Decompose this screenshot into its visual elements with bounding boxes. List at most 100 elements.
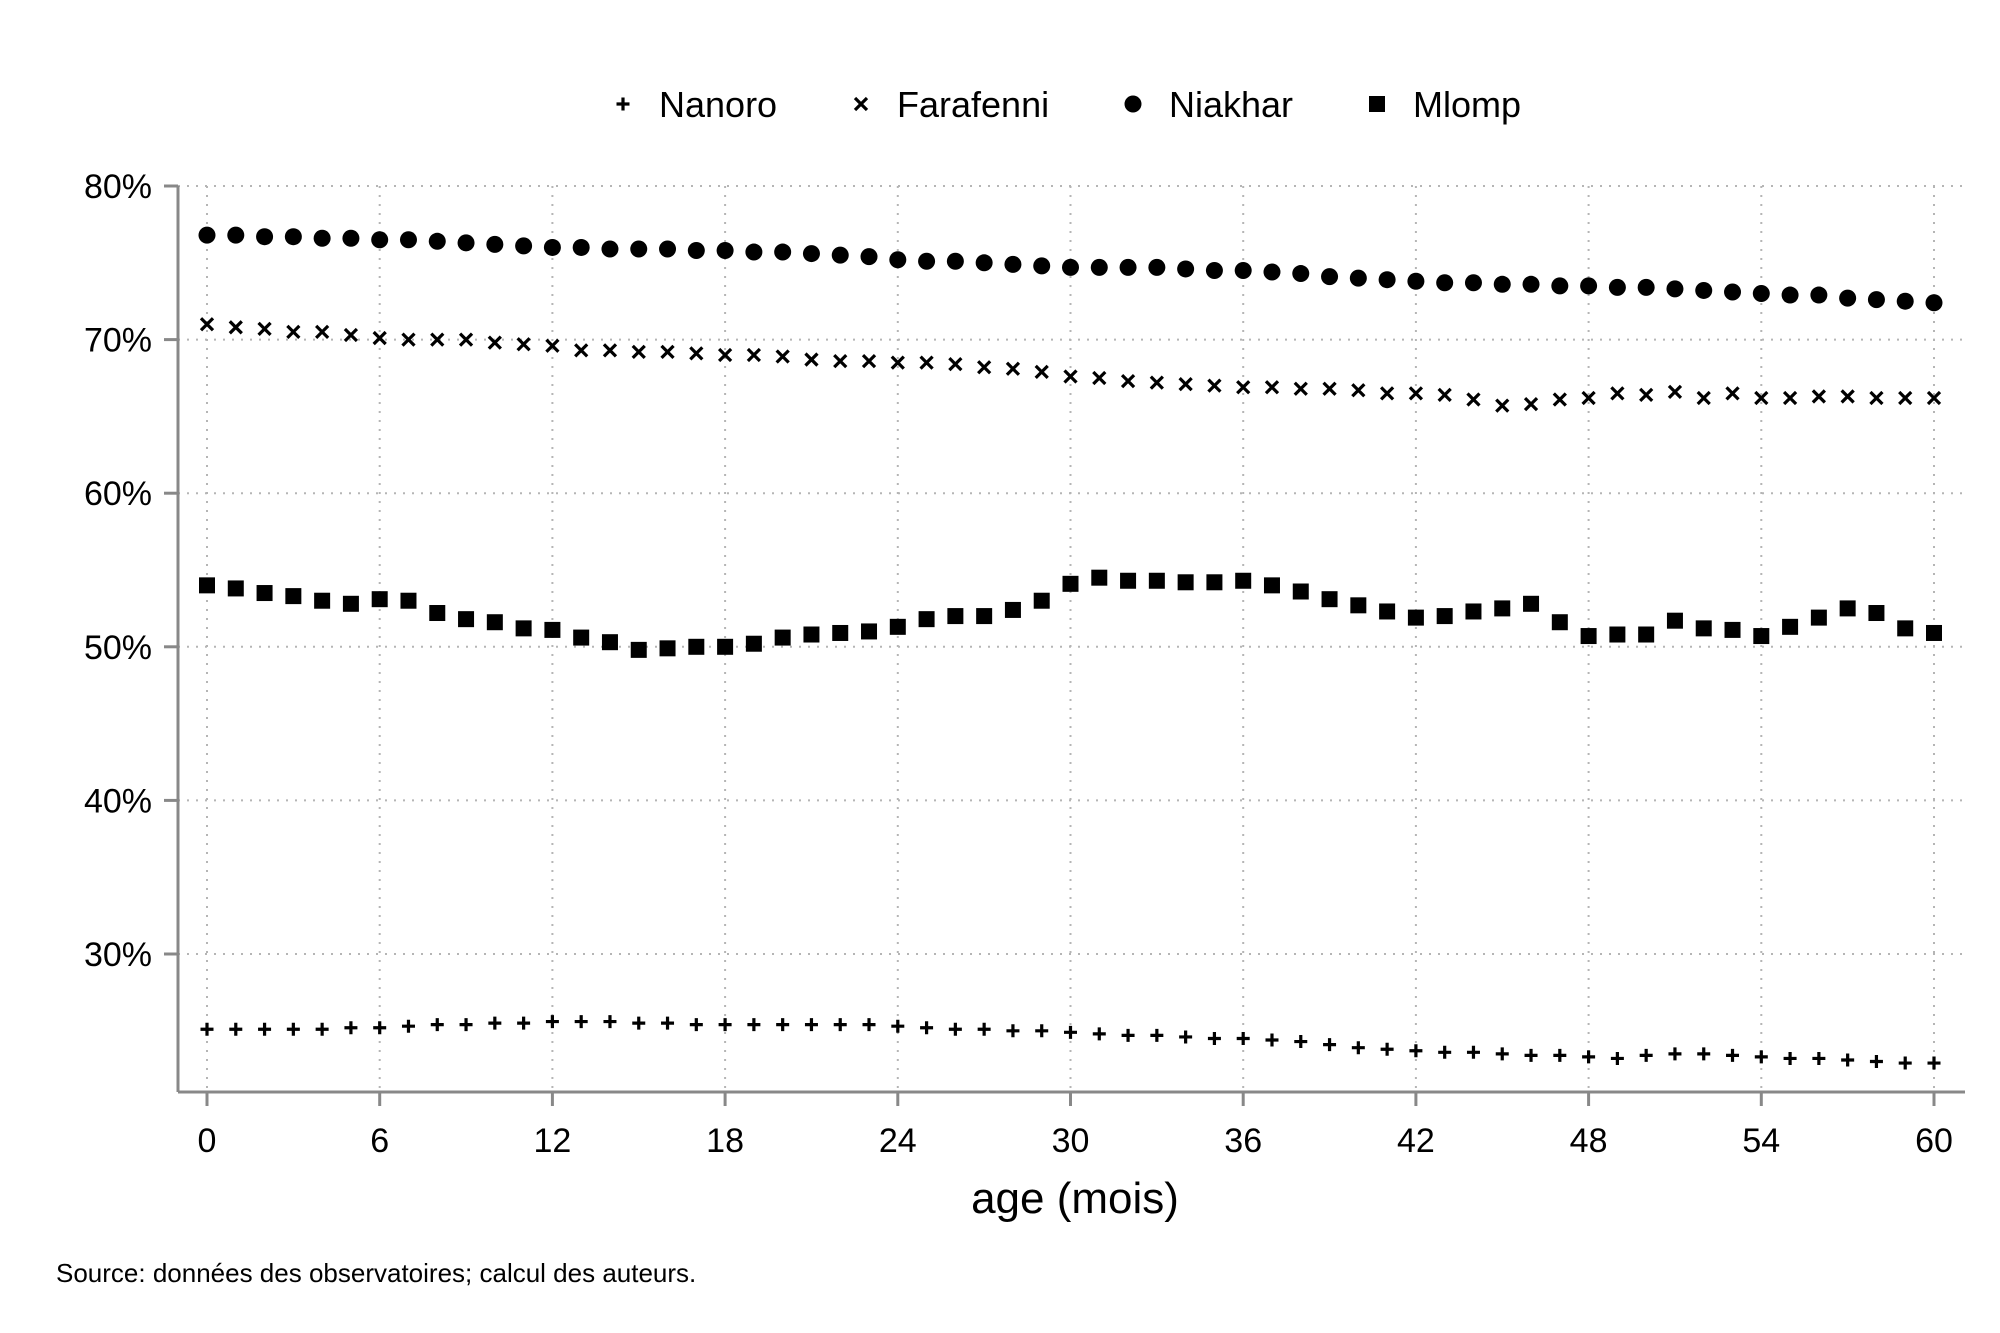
data-point — [659, 640, 676, 657]
data-point — [1608, 278, 1626, 296]
data-point — [1321, 268, 1339, 286]
data-point — [601, 240, 619, 258]
data-point — [918, 611, 935, 628]
data-point — [776, 1018, 790, 1032]
data-point — [487, 335, 502, 350]
legend-item-mlomp: Mlomp — [1369, 84, 1521, 125]
data-point — [1292, 265, 1310, 283]
data-point — [832, 624, 849, 641]
legend-label: Mlomp — [1413, 84, 1521, 125]
data-point — [1553, 1048, 1567, 1062]
data-point — [1236, 1031, 1250, 1045]
data-point — [1148, 572, 1165, 589]
legend-label: Niakhar — [1169, 84, 1293, 125]
data-point — [831, 246, 849, 264]
x-tick-label: 12 — [533, 1122, 571, 1160]
data-point — [1033, 257, 1051, 275]
data-point — [1580, 628, 1597, 645]
data-point — [430, 1018, 444, 1032]
data-point — [1321, 591, 1338, 608]
legend: Nanoro Farafenni Niakhar Mlomp — [616, 84, 1521, 125]
data-point — [315, 1022, 329, 1036]
data-point — [1696, 390, 1711, 406]
data-point — [803, 626, 820, 643]
data-point — [1810, 609, 1827, 626]
data-point — [1495, 1047, 1509, 1061]
data-point — [1782, 390, 1798, 406]
data-point — [1063, 369, 1078, 384]
data-point — [1006, 1024, 1020, 1038]
data-point — [1350, 597, 1367, 614]
data-point — [256, 228, 274, 246]
data-point — [401, 1019, 415, 1033]
data-point — [1378, 271, 1396, 289]
data-point — [430, 332, 445, 347]
data-point — [344, 1021, 358, 1035]
data-point — [1868, 605, 1885, 622]
data-point — [918, 252, 936, 270]
data-point — [228, 320, 243, 335]
data-point — [1005, 361, 1021, 376]
data-point — [775, 349, 790, 364]
data-point — [1639, 387, 1654, 403]
data-point — [746, 347, 762, 363]
data-point — [1323, 1038, 1337, 1052]
data-point — [199, 577, 215, 594]
x-axis-ticks: 0 6 12 18 24 30 36 42 48 54 60 — [198, 1092, 1953, 1160]
data-point — [544, 621, 561, 638]
data-point — [1522, 275, 1540, 293]
data-point — [659, 240, 677, 258]
data-point — [1752, 285, 1770, 303]
data-point — [229, 1022, 243, 1036]
legend-item-nanoro: Nanoro — [616, 84, 777, 125]
data-point — [1119, 258, 1137, 276]
data-point — [1581, 390, 1596, 406]
data-point — [1351, 383, 1366, 398]
data-point — [1781, 286, 1799, 304]
series-nanoro — [200, 1015, 1941, 1070]
data-point — [1380, 1042, 1394, 1056]
data-point — [1724, 283, 1742, 301]
data-point — [1840, 389, 1855, 404]
data-point — [428, 232, 446, 250]
data-point — [1294, 1035, 1308, 1049]
data-point — [1465, 603, 1482, 620]
data-point — [919, 355, 934, 370]
data-point — [1092, 1027, 1106, 1041]
data-point — [227, 580, 244, 597]
data-point — [889, 251, 907, 269]
data-point — [1898, 1056, 1912, 1070]
source-note: Source: données des observatoires; calcu… — [56, 1258, 696, 1288]
y-tick-label: 60% — [84, 475, 152, 513]
y-tick-label: 30% — [84, 936, 152, 974]
data-point — [1322, 381, 1337, 396]
data-point — [1582, 1050, 1596, 1064]
x-tick-label: 6 — [370, 1122, 389, 1160]
data-point — [976, 608, 993, 625]
data-point — [1092, 370, 1107, 386]
data-point — [1408, 386, 1424, 401]
data-point — [1926, 624, 1942, 641]
data-point — [1551, 277, 1569, 295]
data-point — [343, 327, 359, 343]
legend-label: Nanoro — [659, 84, 777, 125]
series-niakhar — [198, 226, 1943, 312]
data-point — [862, 1018, 876, 1032]
data-point — [947, 608, 964, 625]
data-point — [833, 353, 848, 369]
data-point — [1035, 1024, 1049, 1038]
y-tick-label: 80% — [84, 168, 152, 206]
data-point — [946, 252, 964, 270]
data-point — [1494, 600, 1511, 617]
data-point — [1552, 392, 1567, 407]
data-point — [1120, 373, 1136, 389]
data-point — [1666, 280, 1684, 298]
data-point — [486, 235, 504, 253]
data-point — [1898, 390, 1913, 406]
data-point — [1839, 600, 1856, 617]
data-point — [1351, 1041, 1365, 1055]
data-point — [573, 629, 590, 646]
series-mlomp — [199, 569, 1942, 658]
data-point — [342, 229, 360, 247]
